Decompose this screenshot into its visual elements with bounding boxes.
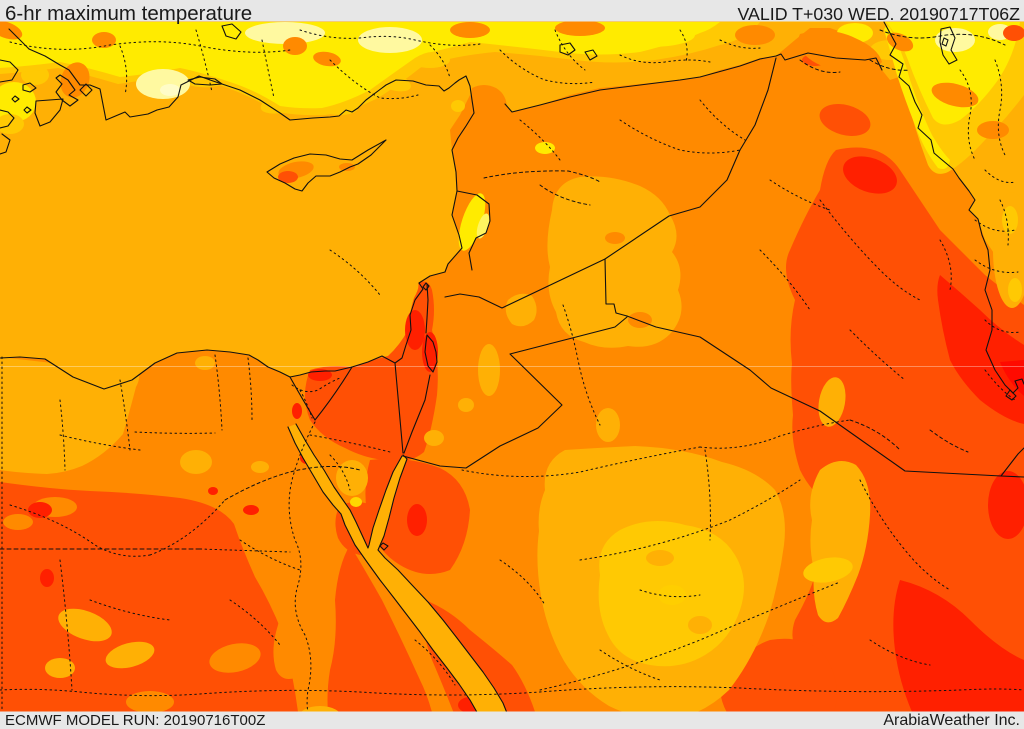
- svg-text:VALID T+030 WED. 20190717T06Z: VALID T+030 WED. 20190717T06Z: [737, 4, 1020, 24]
- svg-text:ArabiaWeather Inc.: ArabiaWeather Inc.: [883, 712, 1020, 729]
- svg-text:ECMWF MODEL RUN: 20190716T00Z: ECMWF MODEL RUN: 20190716T00Z: [5, 712, 265, 729]
- svg-text:6-hr maximum temperature: 6-hr maximum temperature: [5, 2, 252, 25]
